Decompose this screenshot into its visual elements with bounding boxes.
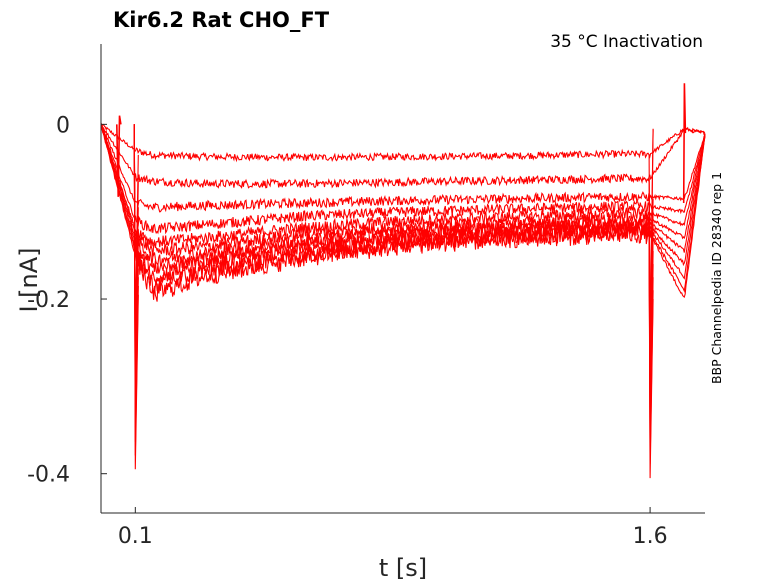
current-trace bbox=[100, 123, 706, 248]
onset-transient bbox=[133, 124, 139, 470]
condition-label: 35 °C Inactivation bbox=[550, 32, 703, 52]
current-trace bbox=[100, 123, 706, 213]
pre-step-dip bbox=[116, 115, 122, 197]
y-tick-label: 0 bbox=[56, 113, 70, 138]
x-ticks: 0.1 1.6 bbox=[118, 507, 668, 549]
return-spike bbox=[682, 83, 687, 204]
current-trace bbox=[100, 124, 706, 189]
y-axis-label: I [nA] bbox=[15, 247, 43, 312]
x-axis-label: t [s] bbox=[379, 554, 427, 582]
y-tick-label: -0.2 bbox=[27, 288, 70, 313]
traces bbox=[100, 83, 706, 479]
x-tick-label: 1.6 bbox=[633, 524, 668, 549]
current-trace bbox=[100, 123, 706, 285]
x-tick-label: 0.1 bbox=[118, 524, 153, 549]
current-trace bbox=[100, 123, 706, 163]
current-trace bbox=[100, 123, 706, 235]
chart-title: Kir6.2 Rat CHO_FT bbox=[113, 8, 330, 32]
current-trace bbox=[100, 123, 706, 302]
side-label: BBP Channelpedia ID 28340 rep 1 bbox=[709, 172, 724, 384]
offset-transient bbox=[648, 234, 654, 479]
y-tick-label: -0.4 bbox=[27, 463, 70, 488]
y-ticks: 0 -0.2 -0.4 bbox=[27, 113, 107, 488]
